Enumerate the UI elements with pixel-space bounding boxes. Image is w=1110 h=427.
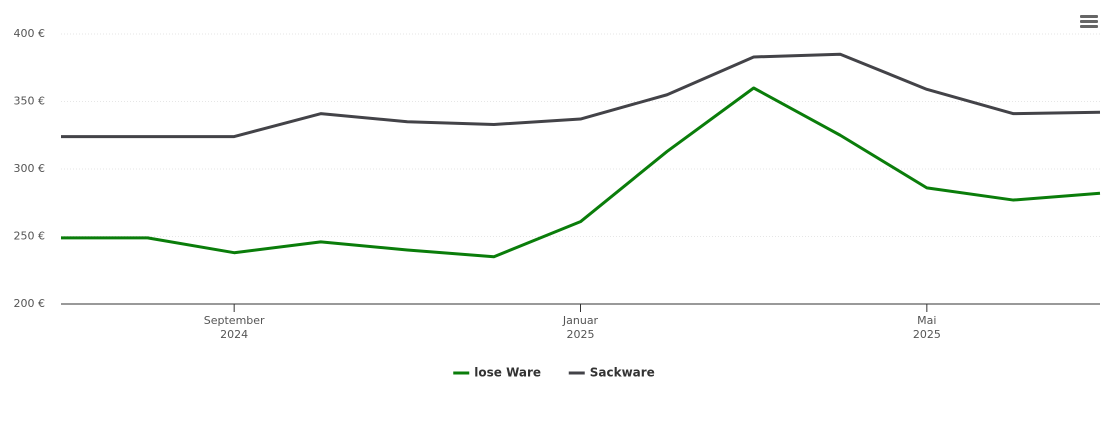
series-line (61, 86, 1101, 259)
menu-bar (1080, 15, 1098, 18)
menu-bar (1080, 25, 1098, 28)
series-line (61, 52, 1101, 139)
x-tick-label: 2024 (220, 328, 248, 341)
x-tick-label: Januar (562, 314, 599, 327)
menu-bar (1080, 20, 1098, 23)
y-tick-label: 400 € (14, 27, 46, 40)
x-tick-label: September (204, 314, 265, 327)
legend-item[interactable]: lose Ware (453, 366, 541, 380)
y-tick-label: 200 € (14, 297, 46, 310)
y-tick-label: 300 € (14, 162, 46, 175)
y-tick-label: 250 € (14, 230, 46, 243)
legend-label: lose Ware (474, 366, 541, 380)
y-tick-label: 350 € (14, 95, 46, 108)
legend-label: Sackware (590, 366, 655, 380)
legend-item[interactable]: Sackware (568, 366, 655, 380)
x-tick-label: 2025 (567, 328, 595, 341)
x-tick-label: 2025 (913, 328, 941, 341)
menu-button[interactable] (1080, 15, 1098, 28)
x-tick-label: Mai (917, 314, 936, 327)
legend: lose Ware Sackware (453, 366, 655, 380)
